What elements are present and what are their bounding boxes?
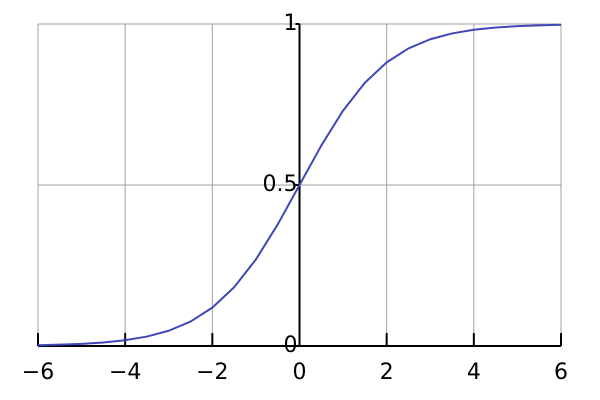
x-tick-label: 0: [293, 360, 307, 385]
x-tick-label: −4: [109, 360, 141, 385]
y-tick-label: 1: [284, 11, 298, 36]
x-tick-label: −2: [196, 360, 228, 385]
x-tick-label: −6: [22, 360, 54, 385]
x-tick-label: 2: [380, 360, 394, 385]
x-tick-label: 4: [467, 360, 481, 385]
x-tick-label: 6: [554, 360, 568, 385]
curve: [37, 23, 562, 347]
y-tick-label: 0: [284, 333, 298, 358]
y-tick-label: 0.5: [263, 172, 298, 197]
